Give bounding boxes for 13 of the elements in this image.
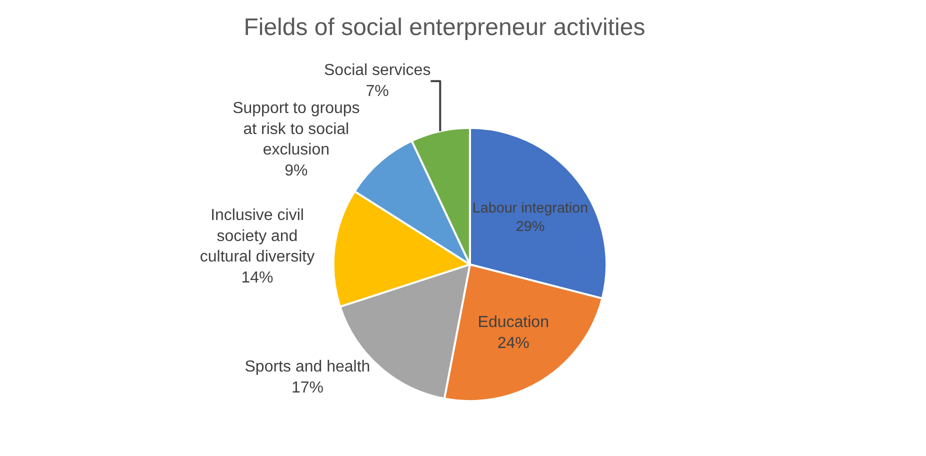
data-label: 9% bbox=[284, 162, 308, 180]
data-label: 24% bbox=[497, 334, 530, 352]
slice-label: Inclusive civil society and cultural diversity bbox=[200, 207, 315, 266]
slice-label: Support to groups at risk to social exclusion bbox=[232, 100, 360, 159]
data-label: 17% bbox=[291, 379, 324, 396]
data-label: 29% bbox=[516, 219, 545, 236]
chart-title: Fields of social enterpreneur activities bbox=[244, 14, 646, 42]
data-label: 7% bbox=[366, 82, 389, 100]
slice-label: Sports and health bbox=[244, 358, 370, 376]
slice-label: Education bbox=[478, 314, 549, 332]
slice-label: Social services bbox=[324, 62, 431, 80]
slice-label: Labour integration bbox=[472, 200, 588, 216]
data-label: 14% bbox=[241, 269, 274, 286]
